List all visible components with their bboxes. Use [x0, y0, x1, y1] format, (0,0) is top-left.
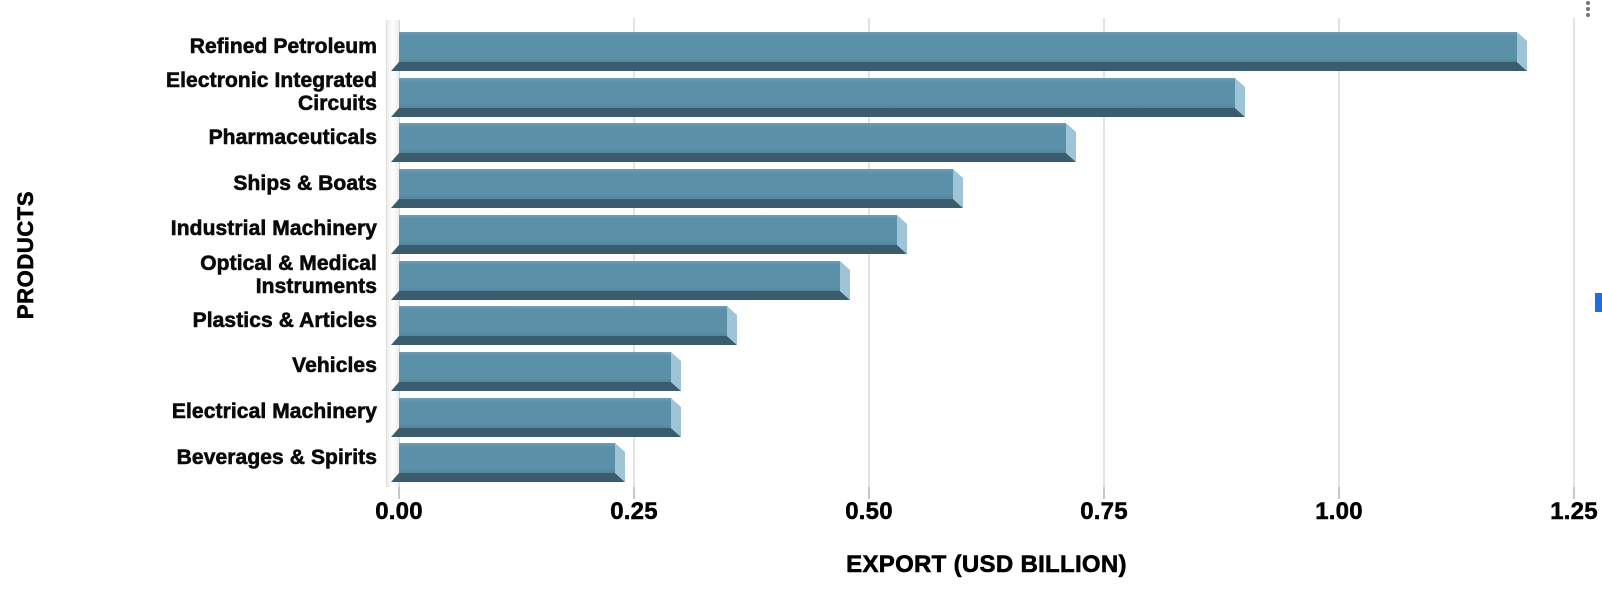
kebab-menu-icon[interactable]: [1583, 1, 1593, 17]
gridline: [1573, 18, 1575, 487]
category-label: Beverages & Spirits: [0, 446, 377, 470]
bar-optical-medical-instruments[interactable]: [399, 261, 840, 291]
kebab-dot: [1586, 1, 1590, 5]
category-label-line: Instruments: [255, 275, 377, 299]
bar-refined-petroleum[interactable]: [399, 32, 1517, 62]
y-axis-title: PRODUCTS: [13, 190, 39, 320]
bar-electrical-machinery[interactable]: [399, 398, 671, 428]
axis-tick: [1338, 487, 1340, 499]
axis-tick: [1103, 487, 1105, 499]
category-label-line: Ships & Boats: [233, 172, 377, 196]
category-label: Optical & Medical Instruments: [0, 252, 377, 299]
scrollbar-thumb[interactable]: [1595, 293, 1602, 312]
category-label-line: Pharmaceuticals: [208, 126, 377, 150]
x-tick-label: 1.25: [1550, 498, 1598, 526]
category-label: Refined Petroleum: [0, 35, 377, 59]
category-label: Plastics & Articles: [0, 309, 377, 333]
bar-pharmaceuticals[interactable]: [399, 123, 1066, 153]
x-tick-label: 0.25: [610, 498, 658, 526]
kebab-dot: [1586, 13, 1590, 17]
bar-electronic-integrated-circuits[interactable]: [399, 78, 1235, 108]
category-label: Ships & Boats: [0, 172, 377, 196]
category-label: Vehicles: [0, 354, 377, 378]
category-label-line: Industrial Machinery: [170, 217, 377, 241]
category-label: Pharmaceuticals: [0, 126, 377, 150]
category-label-line: Plastics & Articles: [192, 309, 377, 333]
x-tick-label: 0.00: [375, 498, 423, 526]
x-axis-title: EXPORT (USD BILLION): [846, 551, 1127, 579]
category-label-line: Optical & Medical: [200, 252, 377, 276]
x-tick-label: 1.00: [1315, 498, 1363, 526]
category-label-line: Circuits: [298, 92, 378, 116]
category-label-line: Vehicles: [292, 354, 377, 378]
category-label-line: Electronic Integrated: [166, 69, 377, 93]
gridline: [1338, 18, 1340, 487]
axis-tick: [633, 487, 635, 499]
category-label: Industrial Machinery: [0, 217, 377, 241]
bar-ships-boats[interactable]: [399, 169, 953, 199]
bar-vehicles[interactable]: [399, 352, 671, 382]
gridline: [1103, 18, 1105, 487]
category-label-line: Electrical Machinery: [171, 400, 378, 424]
bar-beverages-spirits[interactable]: [399, 443, 615, 473]
bar-plastics-articles[interactable]: [399, 306, 727, 336]
category-label-line: Refined Petroleum: [189, 35, 377, 59]
axis-tick: [398, 487, 400, 499]
bar-industrial-machinery[interactable]: [399, 215, 897, 245]
x-tick-label: 0.75: [1080, 498, 1128, 526]
category-label: Electrical Machinery: [0, 400, 378, 424]
axis-tick: [868, 487, 870, 499]
kebab-dot: [1586, 7, 1590, 11]
axis-tick: [1573, 487, 1575, 499]
x-tick-label: 0.50: [845, 498, 893, 526]
category-label-line: Beverages & Spirits: [176, 446, 377, 470]
category-label: Electronic Integrated Circuits: [0, 69, 378, 116]
